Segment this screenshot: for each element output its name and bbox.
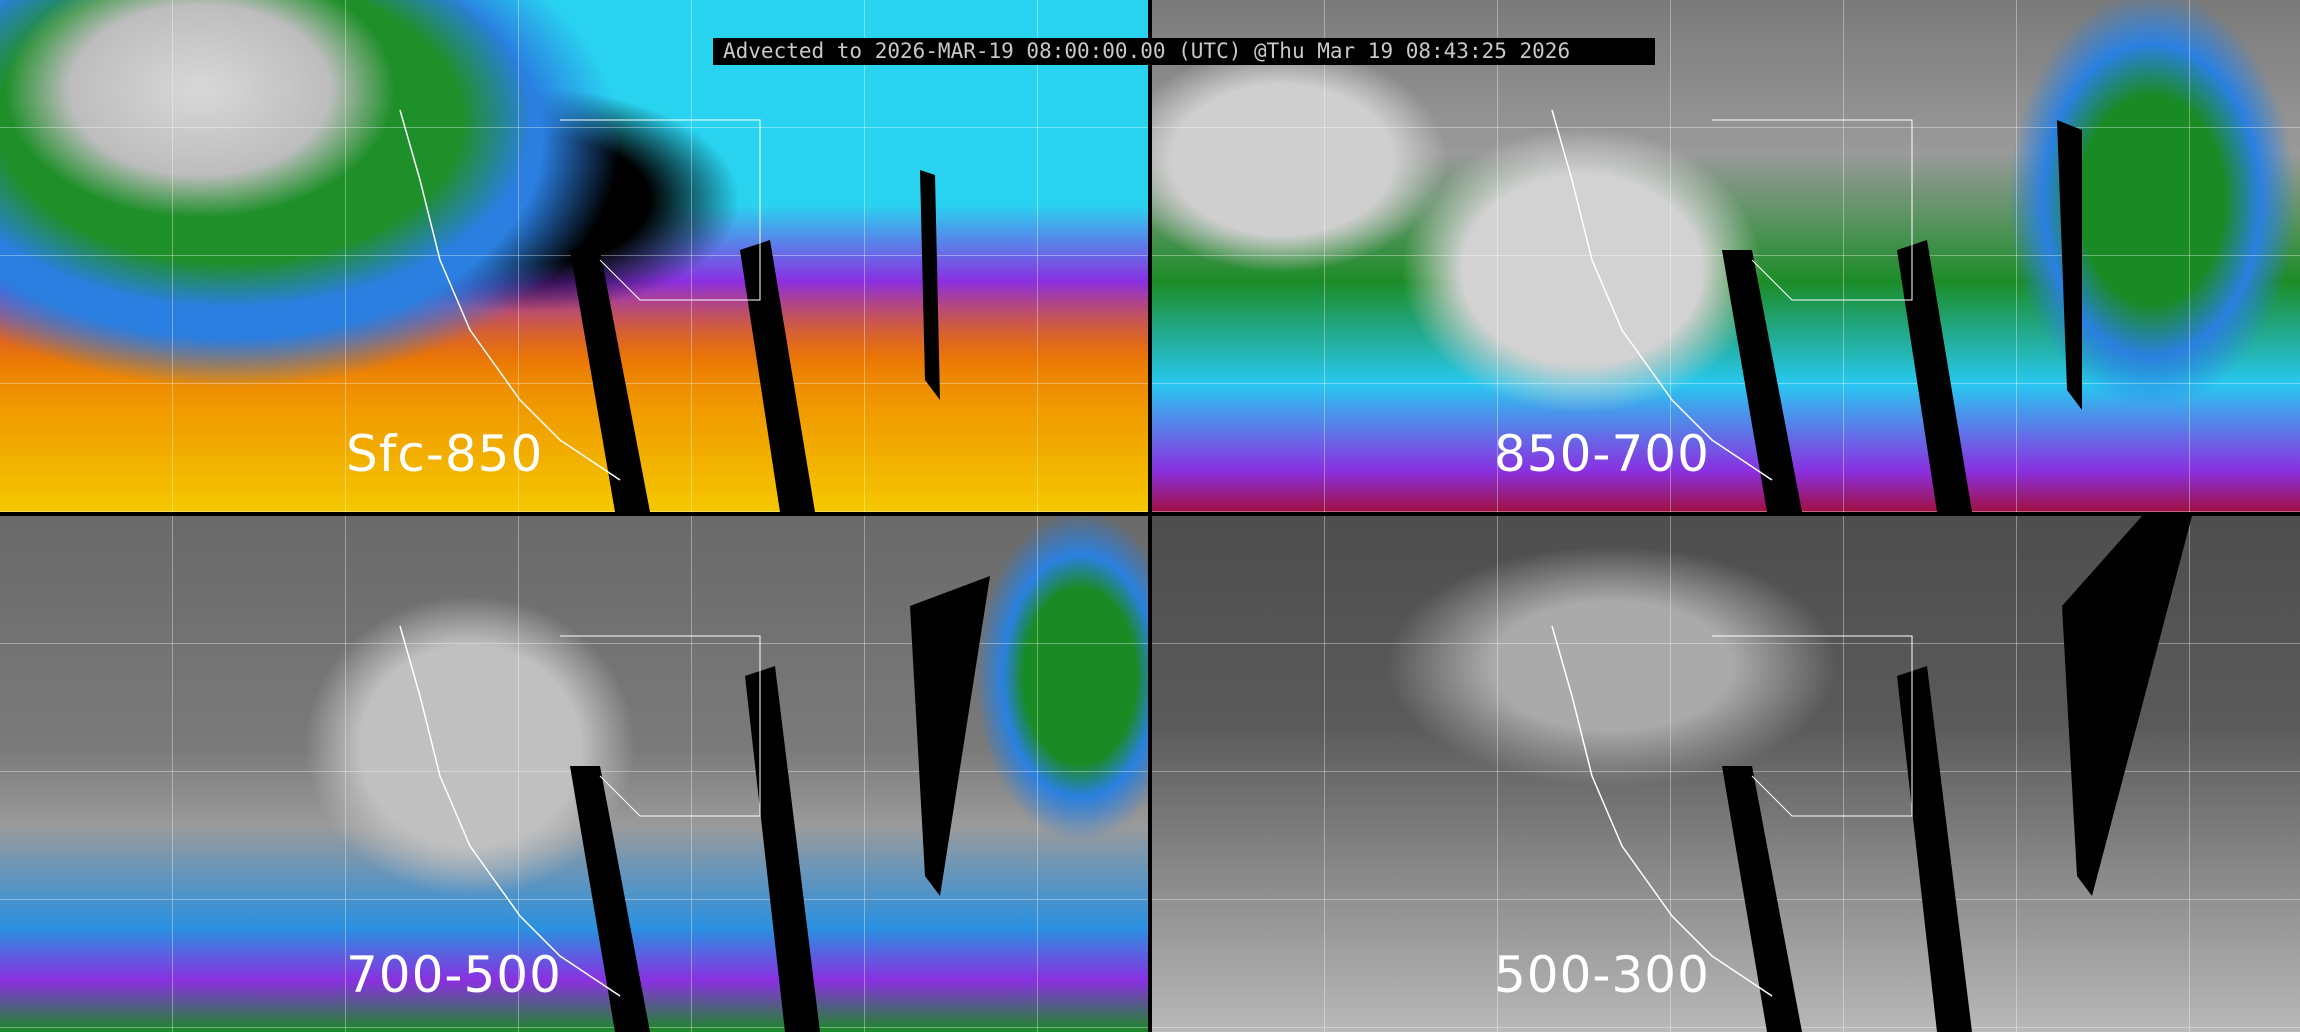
panel-850-700: 850-700	[1152, 0, 2300, 512]
panel-500-300: 500-300	[1152, 516, 2300, 1032]
layer-label: Sfc-850	[346, 425, 544, 483]
coastlines-and-swaths	[1551, 516, 2192, 1032]
coastlines-and-swaths	[399, 109, 940, 512]
layer-label: 850-700	[1494, 425, 1710, 483]
coastlines-and-swaths	[1551, 109, 2082, 512]
advection-time-title: Advected to 2026-MAR-19 08:00:00.00 (UTC…	[713, 38, 1655, 65]
layer-label: 700-500	[346, 946, 562, 1004]
panel-700-500: 700-500	[0, 516, 1148, 1032]
panel-sfc-850: Sfc-850	[0, 0, 1148, 512]
coastlines-and-swaths	[399, 576, 990, 1032]
layer-label: 500-300	[1494, 946, 1710, 1004]
